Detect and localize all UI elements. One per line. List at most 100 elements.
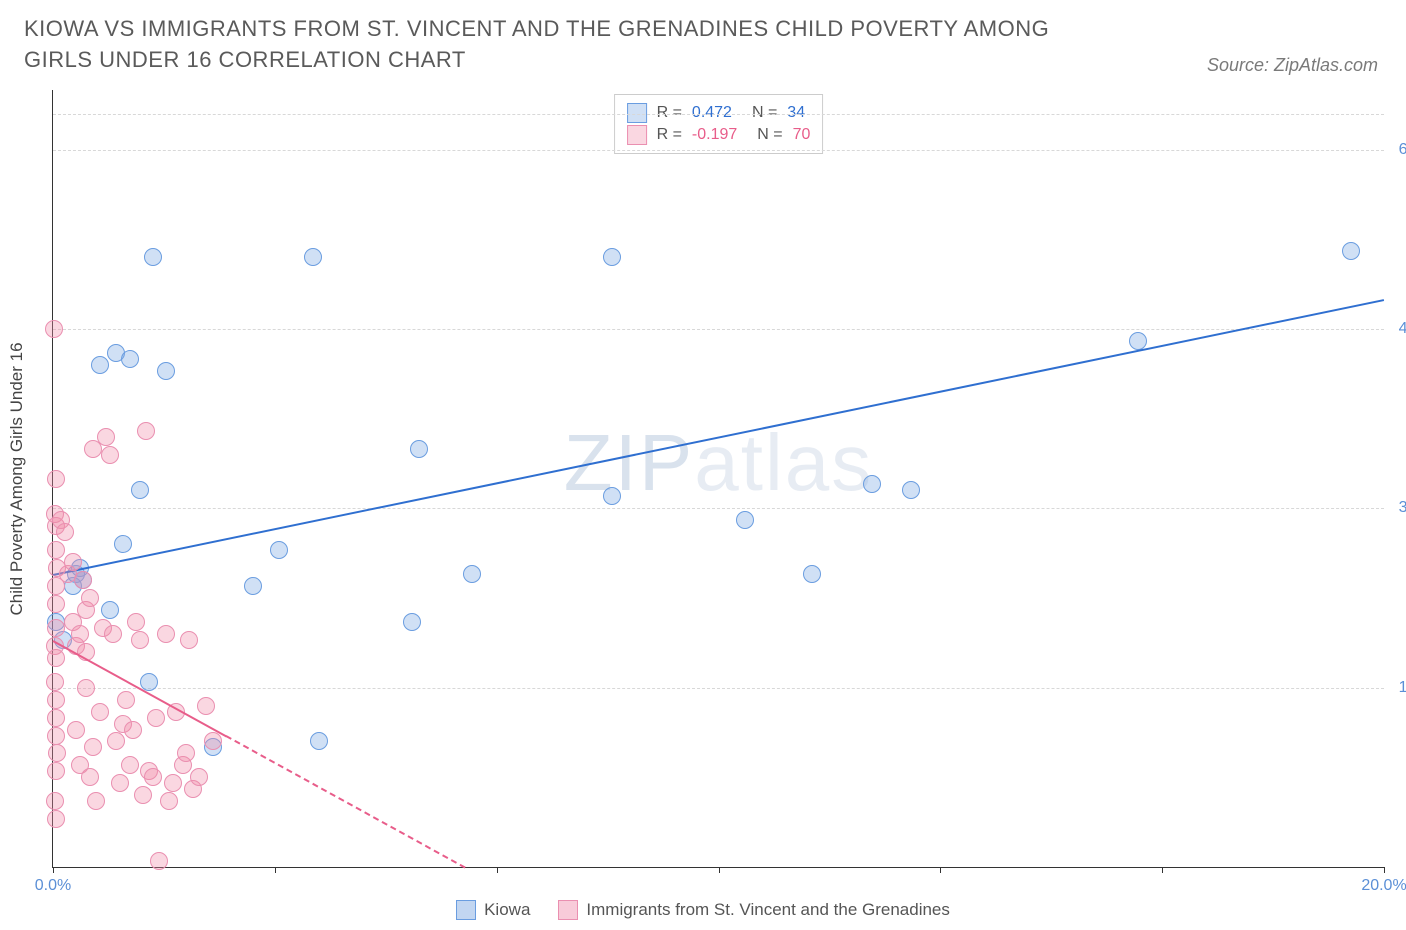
- data-point: [48, 744, 66, 762]
- data-point: [121, 756, 139, 774]
- y-axis-title: Child Poverty Among Girls Under 16: [7, 342, 27, 615]
- data-point: [84, 738, 102, 756]
- data-point: [47, 470, 65, 488]
- data-point: [244, 577, 262, 595]
- data-point: [47, 595, 65, 613]
- series-legend: Kiowa Immigrants from St. Vincent and the…: [0, 900, 1406, 920]
- gridline: [53, 508, 1384, 509]
- data-point: [81, 768, 99, 786]
- data-point: [177, 744, 195, 762]
- data-point: [180, 631, 198, 649]
- data-point: [127, 613, 145, 631]
- x-tick: [53, 867, 54, 873]
- data-point: [1342, 242, 1360, 260]
- y-tick-label: 45.0%: [1389, 320, 1406, 338]
- chart-title: KIOWA VS IMMIGRANTS FROM ST. VINCENT AND…: [24, 14, 1124, 76]
- legend-label: Kiowa: [484, 900, 530, 920]
- gridline: [53, 150, 1384, 151]
- data-point: [97, 428, 115, 446]
- data-point: [603, 248, 621, 266]
- data-point: [164, 774, 182, 792]
- legend-item: Kiowa: [456, 900, 530, 920]
- x-tick: [719, 867, 720, 873]
- data-point: [204, 732, 222, 750]
- y-tick-label: 60.0%: [1389, 141, 1406, 159]
- data-point: [91, 703, 109, 721]
- data-point: [157, 362, 175, 380]
- data-point: [47, 810, 65, 828]
- data-point: [137, 422, 155, 440]
- data-point: [64, 553, 82, 571]
- data-point: [71, 625, 89, 643]
- data-point: [134, 786, 152, 804]
- data-point: [736, 511, 754, 529]
- data-point: [45, 320, 63, 338]
- data-point: [101, 601, 119, 619]
- x-tick: [1384, 867, 1385, 873]
- data-point: [140, 673, 158, 691]
- data-point: [902, 481, 920, 499]
- data-point: [403, 613, 421, 631]
- data-point: [270, 541, 288, 559]
- data-point: [77, 679, 95, 697]
- data-point: [47, 691, 65, 709]
- gridline: [53, 688, 1384, 689]
- x-tick: [497, 867, 498, 873]
- data-point: [81, 589, 99, 607]
- trend-line: [226, 735, 467, 869]
- data-point: [91, 356, 109, 374]
- data-point: [117, 691, 135, 709]
- data-point: [47, 541, 65, 559]
- data-point: [121, 350, 139, 368]
- y-tick-label: 15.0%: [1389, 679, 1406, 697]
- data-point: [150, 852, 168, 870]
- scatter-chart: Child Poverty Among Girls Under 16 ZIPat…: [52, 90, 1384, 868]
- data-point: [157, 625, 175, 643]
- data-point: [46, 792, 64, 810]
- data-point: [147, 709, 165, 727]
- data-point: [107, 732, 125, 750]
- trend-line: [53, 299, 1384, 576]
- x-tick: [940, 867, 941, 873]
- data-point: [47, 619, 65, 637]
- data-point: [47, 649, 65, 667]
- data-point: [410, 440, 428, 458]
- data-point: [111, 774, 129, 792]
- data-point: [310, 732, 328, 750]
- y-tick-label: 30.0%: [1389, 499, 1406, 517]
- data-point: [803, 565, 821, 583]
- gridline: [53, 329, 1384, 330]
- data-point: [603, 487, 621, 505]
- legend-label: Immigrants from St. Vincent and the Gren…: [586, 900, 949, 920]
- legend-item: Immigrants from St. Vincent and the Gren…: [558, 900, 949, 920]
- x-tick: [275, 867, 276, 873]
- correlation-legend: R =0.472N =34R =-0.197N =70: [614, 94, 824, 154]
- data-point: [197, 697, 215, 715]
- data-point: [56, 523, 74, 541]
- legend-swatch: [558, 900, 578, 920]
- data-point: [190, 768, 208, 786]
- data-point: [46, 673, 64, 691]
- gridline: [53, 114, 1384, 115]
- data-point: [1129, 332, 1147, 350]
- data-point: [74, 571, 92, 589]
- data-point: [160, 792, 178, 810]
- data-point: [124, 721, 142, 739]
- data-point: [47, 762, 65, 780]
- data-point: [863, 475, 881, 493]
- x-tick: [1162, 867, 1163, 873]
- legend-row: R =-0.197N =70: [627, 125, 811, 145]
- data-point: [131, 631, 149, 649]
- data-point: [67, 721, 85, 739]
- data-point: [87, 792, 105, 810]
- data-point: [144, 768, 162, 786]
- data-point: [131, 481, 149, 499]
- data-point: [304, 248, 322, 266]
- legend-swatch: [627, 125, 647, 145]
- data-point: [114, 535, 132, 553]
- source-label: Source: ZipAtlas.com: [1207, 55, 1378, 76]
- data-point: [463, 565, 481, 583]
- x-tick-label: 20.0%: [1361, 877, 1406, 895]
- data-point: [101, 446, 119, 464]
- data-point: [144, 248, 162, 266]
